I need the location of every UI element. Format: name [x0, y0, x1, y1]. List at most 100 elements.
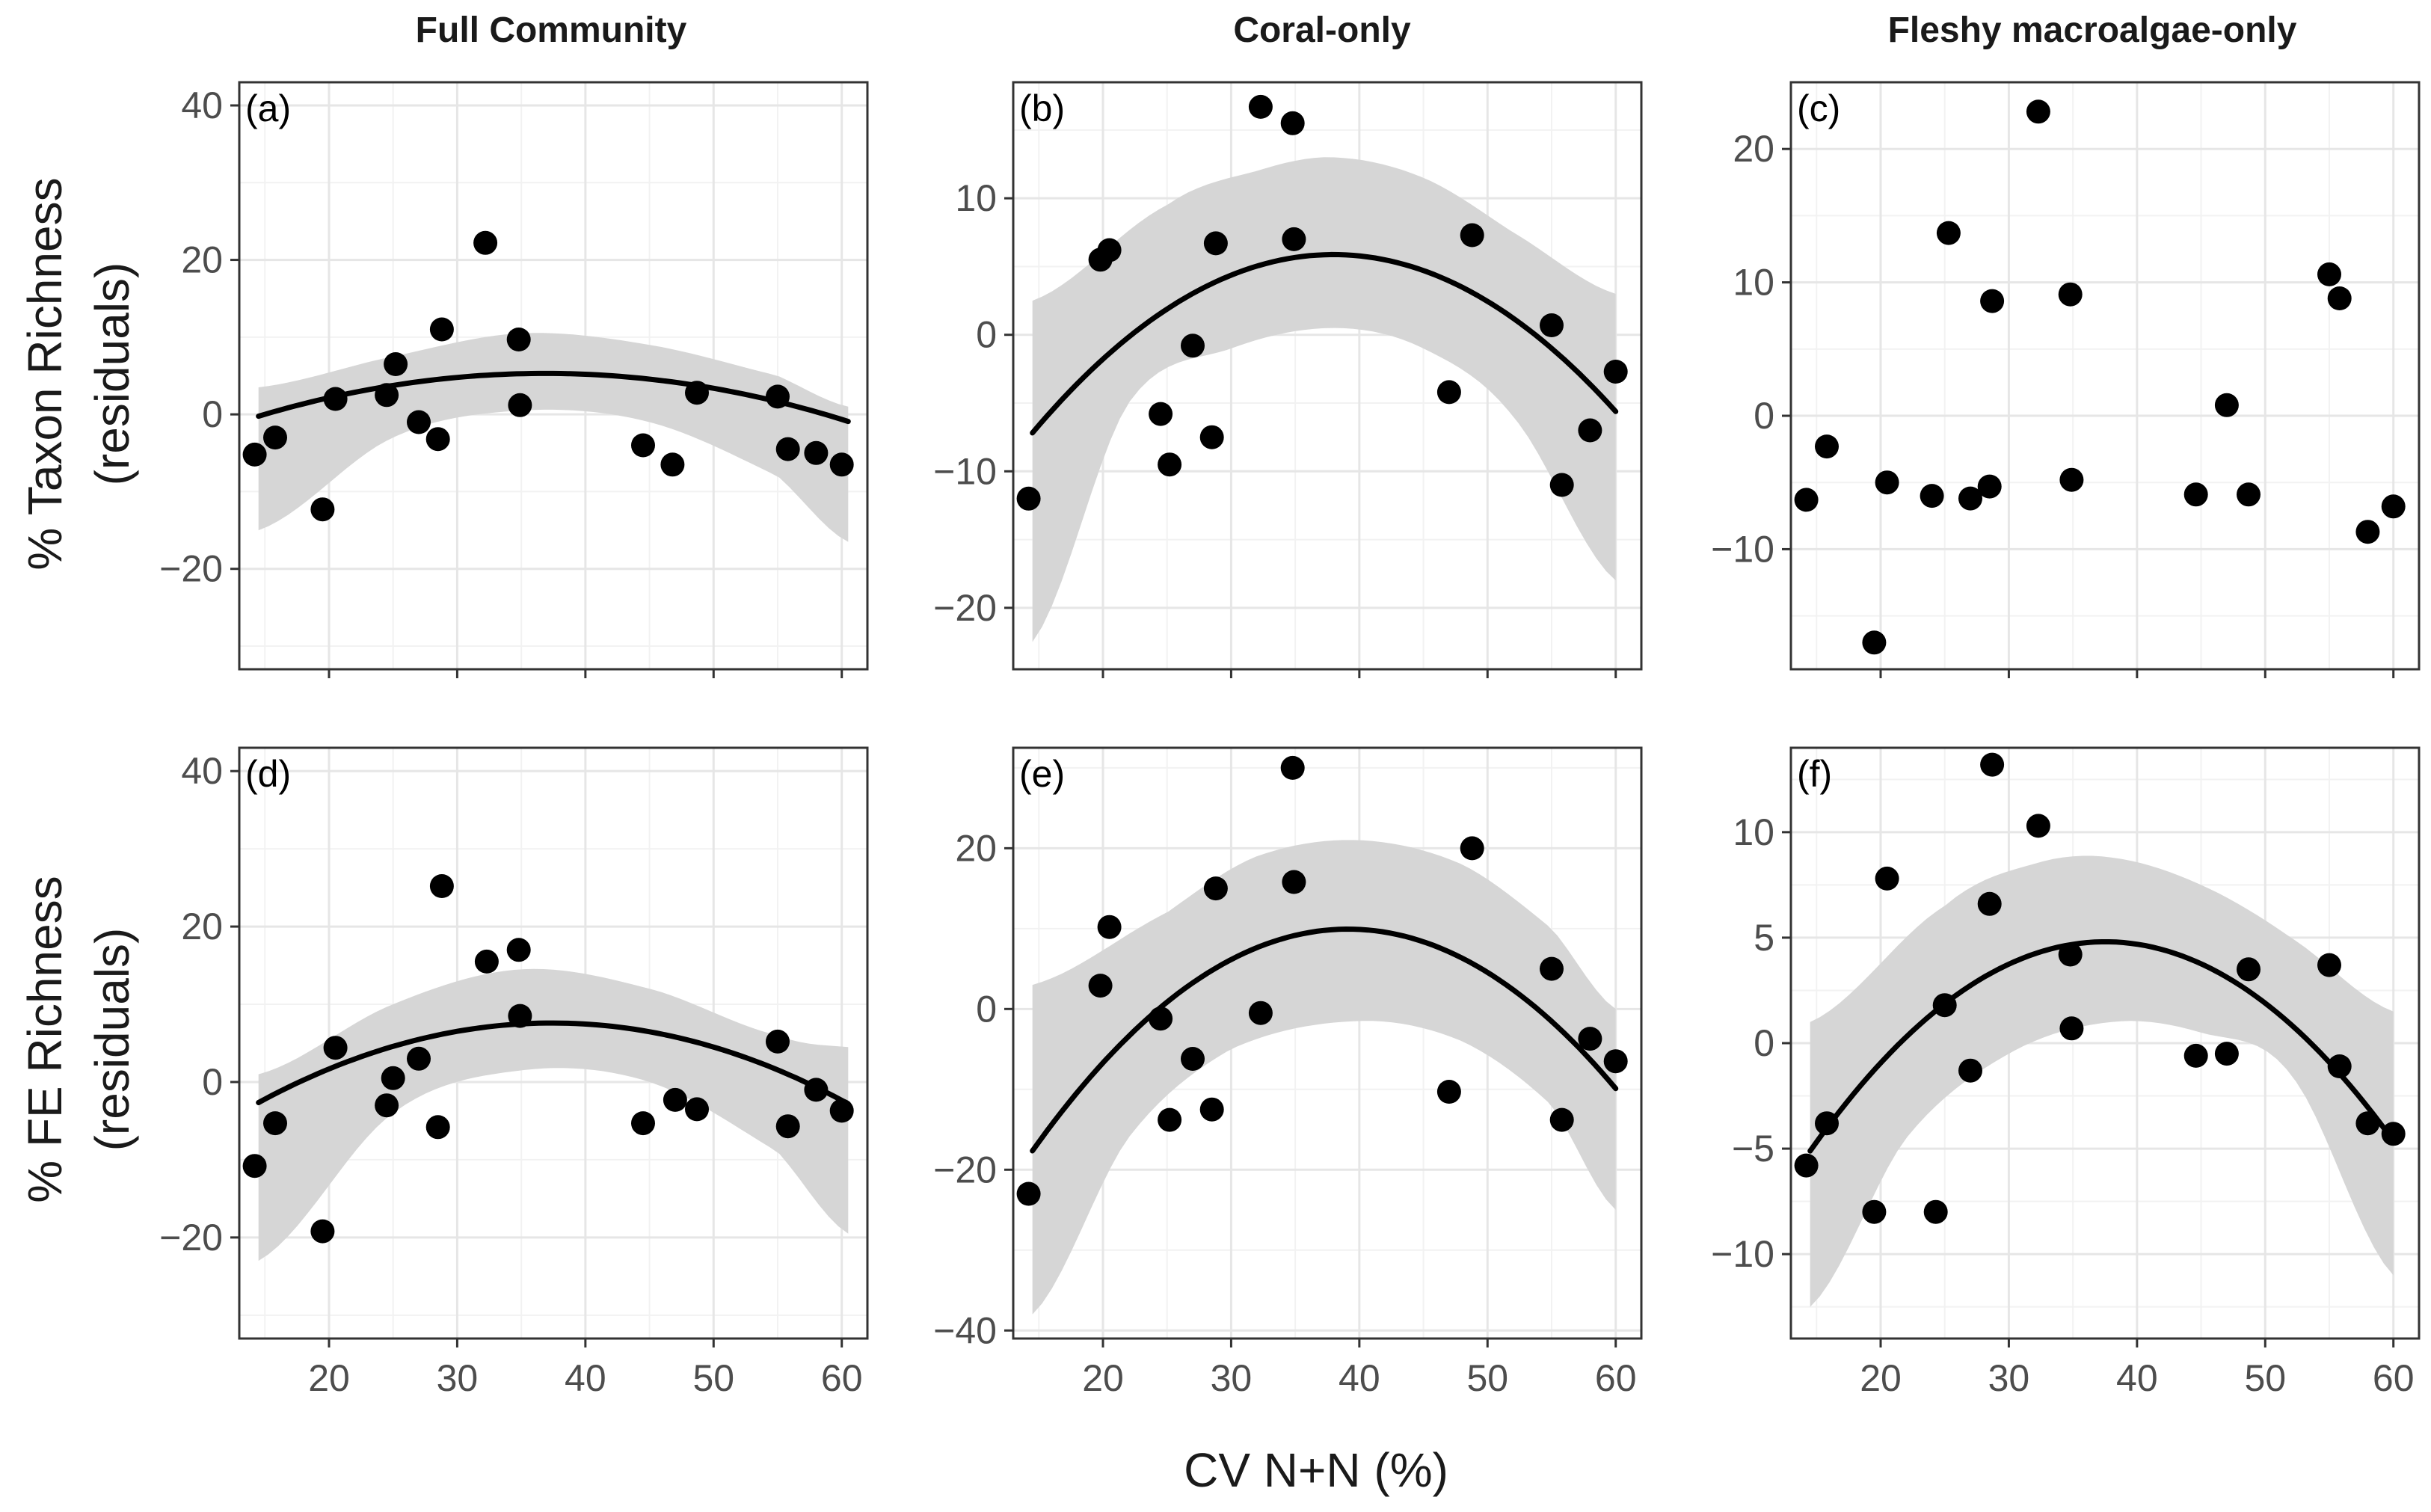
data-point [2059, 467, 2084, 492]
data-point [1460, 836, 1484, 861]
panel-d: −20 0 20 40 20 30 40 50 60 (d) [159, 746, 869, 1399]
data-point [2214, 393, 2239, 417]
data-point [804, 440, 829, 465]
data-point [1097, 238, 1122, 262]
data-point [2381, 1122, 2406, 1146]
y-tick-label: 0 [202, 393, 223, 435]
data-point [663, 1087, 687, 1112]
data-point [766, 1029, 790, 1054]
data-point [1149, 402, 1173, 426]
data-point [1862, 630, 1887, 655]
x-tick-label: 20 [1860, 1357, 1902, 1399]
column-title-1: Coral-only [1233, 10, 1411, 50]
data-point [310, 1219, 335, 1244]
data-point [2183, 1043, 2208, 1068]
data-point [1016, 1181, 1041, 1206]
y-tick-label: 40 [181, 750, 223, 792]
data-point [1158, 452, 1182, 477]
data-point [660, 452, 685, 477]
data-point [263, 425, 287, 450]
data-point [1282, 227, 1306, 251]
data-point [2058, 942, 2083, 967]
data-point [1549, 1107, 1574, 1132]
data-point [1936, 221, 1961, 245]
x-tick-label: 30 [437, 1357, 479, 1399]
y-axis-title-row1-line2: (residuals) [85, 928, 139, 1152]
y-tick-label: 0 [976, 988, 997, 1030]
panel-background [1791, 82, 2419, 669]
x-tick-label: 40 [2116, 1357, 2158, 1399]
y-tick-label: 20 [181, 906, 223, 947]
data-point [242, 442, 267, 467]
data-point [1016, 486, 1041, 511]
data-point [384, 352, 408, 376]
data-point [1794, 1153, 1819, 1178]
panel-f: −10 −5 0 5 10 20 30 40 50 60 (f) [1711, 746, 2421, 1399]
y-tick-label: 10 [1733, 811, 1774, 853]
data-point [1097, 915, 1122, 939]
y-tick-label: −10 [933, 450, 997, 492]
data-point [2059, 1016, 2084, 1041]
data-point [1794, 488, 1819, 512]
data-point [2381, 494, 2406, 519]
data-point [2026, 814, 2050, 838]
plot-layer: −20 0 20 40 (a) −20 −10 0 10 (b) −10 0 10 20 (c) −20 0 20… [159, 81, 2421, 1399]
x-tick-label: 20 [1082, 1357, 1124, 1399]
data-point [1181, 1047, 1205, 1071]
data-point [429, 874, 454, 898]
y-axis-title-row0-line1: % Taxon Richness [18, 177, 72, 570]
data-point [631, 433, 655, 458]
panel-border [1789, 81, 2421, 671]
label-layer: Full Community Coral-only Fleshy macroal… [18, 10, 2297, 1497]
data-point [775, 437, 800, 461]
data-point [1923, 1199, 1948, 1224]
data-point [2214, 1042, 2239, 1066]
data-point [429, 317, 454, 342]
data-point [1280, 111, 1305, 135]
data-point [685, 1097, 709, 1122]
data-point [1578, 1027, 1602, 1051]
data-point [1436, 380, 1461, 405]
x-tick-label: 60 [2373, 1357, 2415, 1399]
panel-tag: (a) [245, 87, 291, 129]
data-point [1199, 425, 1224, 449]
data-point [2026, 99, 2050, 124]
data-point [425, 427, 450, 452]
data-point [2317, 953, 2341, 977]
data-point [1875, 470, 1899, 495]
data-point [1436, 1080, 1461, 1104]
data-point [1540, 313, 1564, 337]
data-point [631, 1111, 655, 1136]
data-point [1603, 1049, 1628, 1074]
x-tick-label: 20 [308, 1357, 350, 1399]
data-point [375, 1093, 399, 1118]
data-point [1549, 473, 1574, 497]
data-point [2237, 957, 2261, 982]
data-point [1203, 876, 1228, 901]
fit-curve [256, 1020, 851, 1107]
x-tick-label: 60 [821, 1357, 863, 1399]
panel-border [1012, 746, 1643, 1340]
y-tick-label: 0 [976, 314, 997, 356]
data-point [1158, 1107, 1182, 1132]
y-tick-label: 10 [955, 177, 997, 219]
data-point [473, 230, 498, 255]
data-point [1920, 484, 1944, 508]
data-point [1815, 434, 1839, 459]
confidence-band [1032, 157, 1616, 642]
y-tick-label: 0 [202, 1061, 223, 1103]
fit-curve [1807, 939, 2397, 1154]
x-tick-label: 50 [2244, 1357, 2286, 1399]
data-point [2317, 262, 2341, 286]
data-point [1280, 755, 1305, 780]
data-point [1862, 1199, 1887, 1224]
data-point [775, 1114, 800, 1139]
data-point [2327, 1054, 2352, 1078]
panel-border [238, 746, 869, 1340]
y-tick-label: −5 [1732, 1128, 1774, 1170]
data-point [1980, 289, 2005, 313]
data-point [242, 1154, 267, 1178]
y-tick-label: 40 [181, 84, 223, 126]
y-tick-label: 20 [181, 239, 223, 281]
